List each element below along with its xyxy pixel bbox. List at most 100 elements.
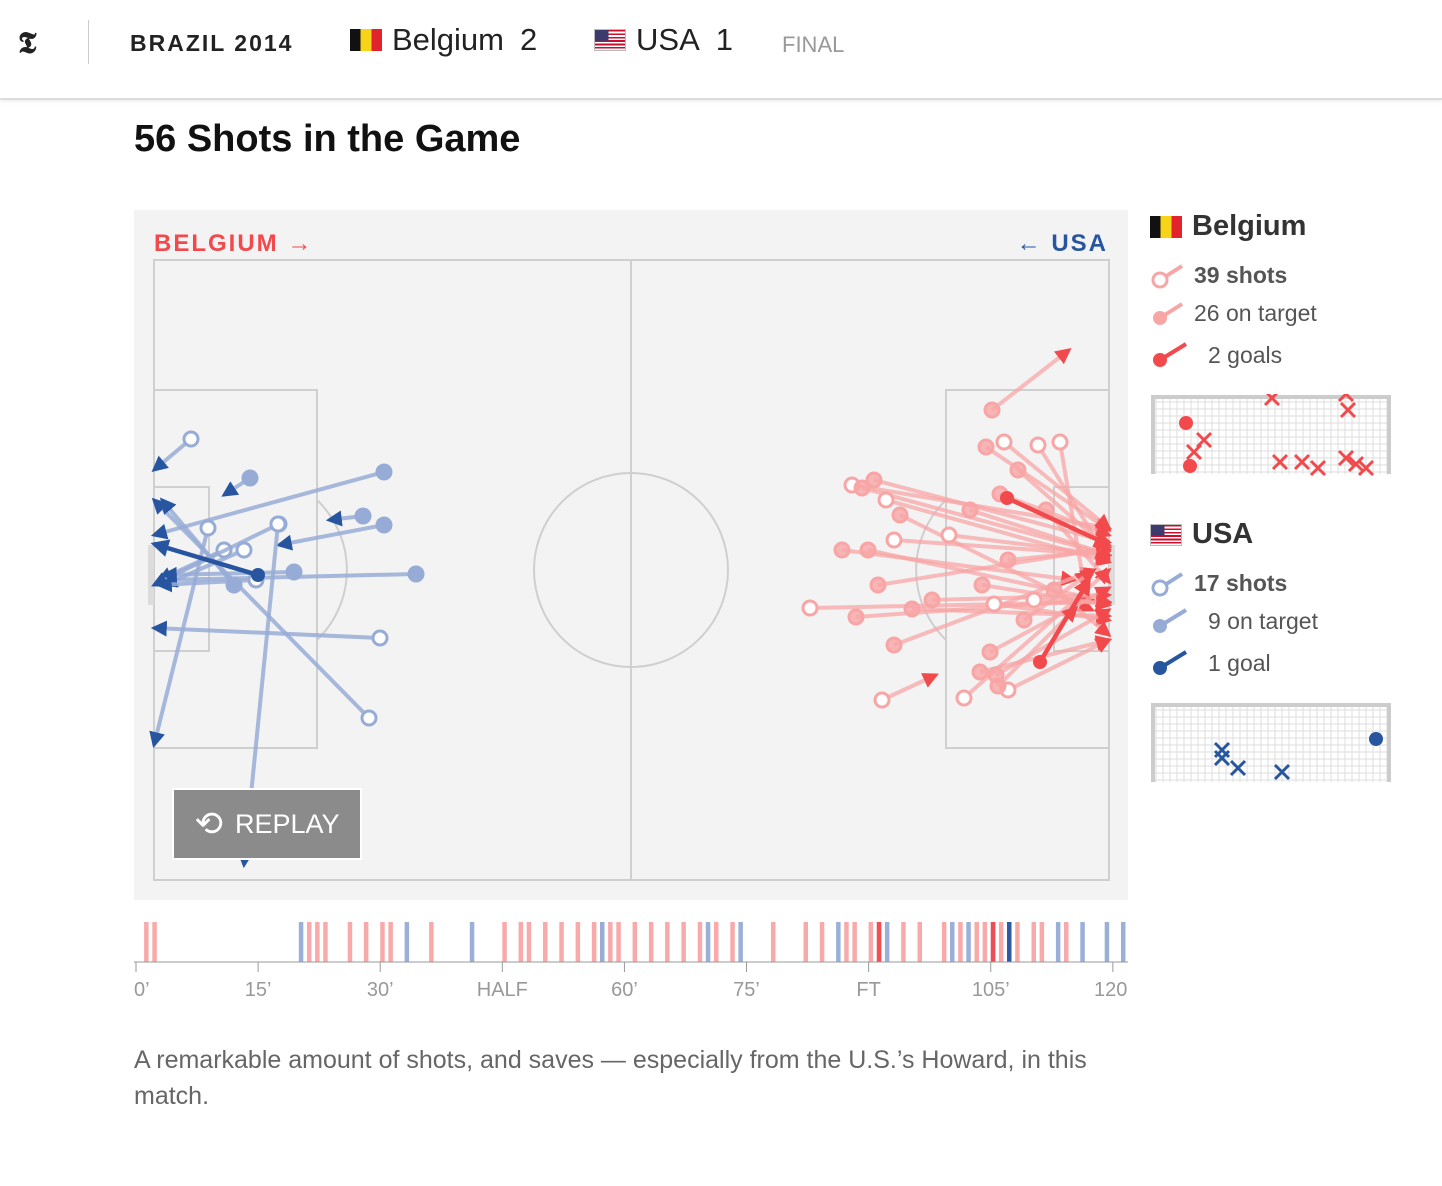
belgium-shot-bar: [665, 922, 670, 962]
usa-shot: [151, 430, 200, 473]
belgium-shot: [977, 438, 1112, 532]
belgium-shot-bar: [388, 922, 393, 962]
usa-shot-bar: [1121, 922, 1126, 962]
belgium-legend-header: Belgium: [1150, 210, 1400, 243]
belgium-shot: [961, 501, 1113, 559]
belgium-goals: 2 goals: [1208, 341, 1283, 368]
usa-goal-shot: [150, 539, 265, 582]
shot-icon: [1151, 572, 1184, 597]
belgium-shot-bar: [518, 922, 524, 962]
shot-marker: [1271, 453, 1289, 471]
belgium-shot-bar: [771, 922, 776, 962]
shot-marker: [1357, 459, 1375, 477]
usa-shot: [150, 463, 393, 540]
header-divider: [88, 20, 89, 64]
belgium-goals-row: 2 goals: [1150, 340, 1282, 370]
timeline-tick-label: 75’: [733, 979, 760, 1001]
usa-shot-bar: [950, 922, 955, 962]
belgium-legend-team: Belgium: [1192, 210, 1307, 242]
belgium-shot-bar: [526, 922, 532, 962]
header-team1-name: Belgium: [392, 22, 504, 57]
belgium-shot-bar: [632, 922, 638, 962]
belgium-goal-shot: [1000, 491, 1113, 548]
belgium-shot-bar: [315, 922, 320, 962]
shot-marker: [1185, 443, 1203, 461]
replay-icon: ⟲: [194, 805, 223, 843]
on-target-icon: [1153, 302, 1184, 325]
belgium-shot: [995, 433, 1112, 531]
usa-shot-bar: [298, 922, 304, 962]
usa-shot-bar: [836, 922, 841, 962]
right-goal: [1109, 545, 1115, 605]
arrow-left-icon: ←: [1016, 230, 1043, 257]
goal-icon: [1153, 650, 1188, 675]
belgium-shot-bar: [941, 922, 947, 962]
belgium-shot-bar: [714, 922, 719, 962]
usa-shot: [221, 469, 259, 497]
usa-direction-label: USA: [1051, 230, 1108, 257]
belgium-shot-bar: [591, 922, 597, 962]
shot-marker: [1263, 394, 1281, 407]
belgium-shot-bar: [575, 922, 581, 962]
belgium-shot-bar: [152, 922, 157, 962]
belgium-shot-bar: [901, 922, 906, 962]
belgium-shot: [873, 673, 939, 709]
belgium-shot-bar: [323, 922, 328, 962]
belgium-shot-bar: [958, 922, 963, 962]
replay-button[interactable]: ⟲ REPLAY: [172, 788, 362, 860]
shot-marker: [1347, 455, 1365, 473]
center-circle: [533, 472, 729, 668]
belgium-on-target-row: 26 on target: [1150, 298, 1317, 328]
timeline-tick-label: 0’: [134, 979, 150, 1001]
header-team-usa: USA 1: [594, 22, 733, 58]
goal-marker: [1183, 459, 1197, 473]
belgium-shot-bar: [380, 922, 385, 962]
belgium-shot-bar: [868, 922, 874, 962]
shot-marker: [1337, 394, 1355, 403]
page-title: 56 Shots in the Game: [134, 118, 521, 160]
nyt-logo[interactable]: 𝕿: [18, 26, 37, 61]
belgium-shot: [847, 592, 1096, 626]
goal-marker: [1369, 732, 1383, 746]
belgium-shot-bar: [559, 922, 564, 962]
belgium-shot-bar: [697, 922, 703, 962]
goal-marker: [1179, 416, 1193, 430]
usa-shot: [159, 497, 243, 594]
usa-flag-icon: [594, 29, 626, 51]
shot-marker: [1293, 453, 1311, 471]
usa-shot-bar: [966, 922, 971, 962]
belgium-shot: [833, 541, 1078, 587]
belgium-shot-bar: [1031, 922, 1036, 962]
belgium-direction-label: BELGIUM: [154, 230, 279, 257]
usa-shot: [151, 497, 378, 727]
belgium-shot-bar: [363, 922, 369, 962]
header-team-belgium: Belgium 2: [350, 22, 537, 58]
belgium-shot-bar: [852, 922, 857, 962]
belgium-shot-bar: [998, 922, 1004, 962]
belgium-shot-bar: [347, 922, 353, 962]
belgium-shot-bar: [917, 922, 922, 962]
belgium-shot: [983, 348, 1072, 419]
shot-map: BELGIUM → ← USA ⟲ REPLAY: [134, 210, 1128, 900]
timeline-bars: [144, 922, 1126, 962]
belgium-shot-bar: [730, 922, 735, 962]
belgium-shot-bar: [844, 922, 849, 962]
belgium-shot-bar: [648, 922, 654, 962]
goal-icon: [1153, 342, 1188, 367]
usa-goal-bar: [1007, 922, 1012, 962]
usa-legend-team: USA: [1192, 518, 1254, 550]
shot-marker: [1337, 449, 1355, 467]
shot-marker: [1273, 763, 1291, 781]
timeline-tick-label: HALF: [477, 979, 528, 1001]
belgium-goal-bar: [990, 922, 996, 962]
belgium-shot: [865, 471, 1113, 547]
shots-layer: [149, 348, 1113, 869]
belgium-shot: [999, 543, 1113, 569]
usa-shot-bar: [738, 922, 743, 962]
belgium-shot: [1051, 433, 1090, 589]
usa-shot-bar: [600, 922, 605, 962]
belgium-shot-bar: [429, 922, 434, 962]
usa-goals: 1 goal: [1208, 649, 1271, 676]
belgium-legend: Belgium 39 shots 26 on target 2 goals: [1150, 210, 1400, 480]
top-bar: 𝕿 BRAZIL 2014 Belgium 2 USA 1 FINAL: [0, 0, 1442, 100]
